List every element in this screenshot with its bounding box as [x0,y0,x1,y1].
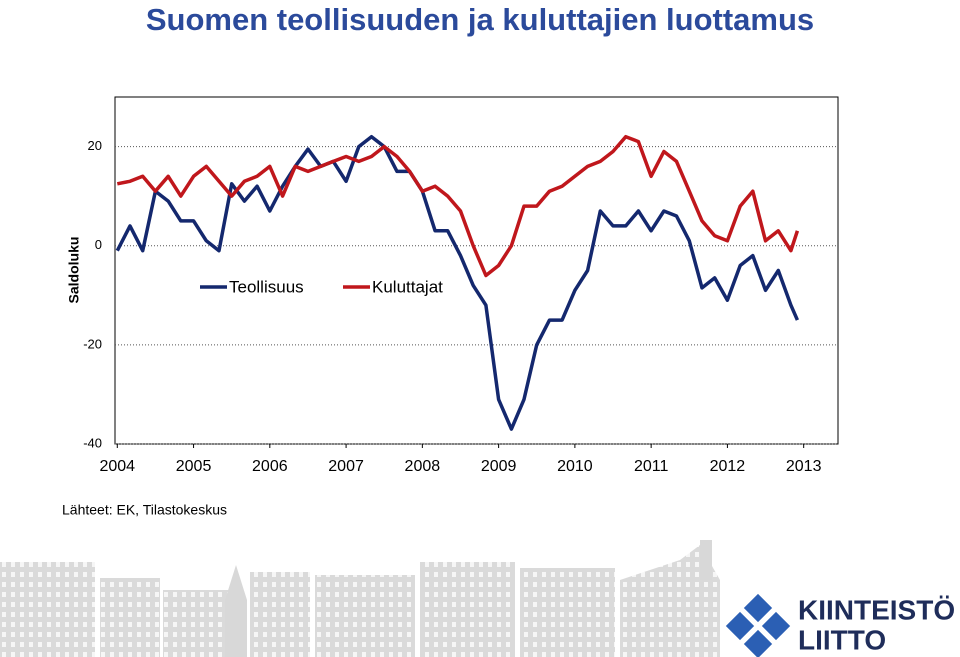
x-tick-label: 2013 [786,458,822,475]
y-axis-label: Saldoluku [66,237,82,304]
y-tick-label: -20 [83,336,102,351]
x-tick-label: 2010 [557,458,593,475]
x-tick-label: 2008 [405,458,441,475]
y-tick-label: 0 [95,237,102,252]
logo: KIINTEISTÖ LIITTO [725,593,955,657]
plot-frame [114,96,839,445]
x-tick-label: 2006 [252,458,288,475]
x-tick-label: 2007 [328,458,364,475]
x-tick-label: 2009 [481,458,517,475]
logo-text: LIITTO [798,624,886,655]
x-tick-label: 2004 [99,458,135,475]
series-line [116,134,800,278]
y-tick-label: -40 [83,435,102,450]
skyline [0,540,720,657]
y-tick-label: 20 [88,138,102,153]
chart-title: Suomen teollisuuden ja kuluttajien luott… [145,2,815,37]
source: Lähteet: EK, Tilastokeskus [62,502,227,518]
x-tick-label: 2011 [634,458,669,475]
legend-label: Kuluttajat [372,277,443,296]
legend-label: Teollisuus [229,277,304,296]
x-tick-label: 2012 [710,458,746,475]
series-line [115,134,800,431]
x-tick-label: 2005 [176,458,212,475]
logo-text: KIINTEISTÖ [798,594,955,625]
